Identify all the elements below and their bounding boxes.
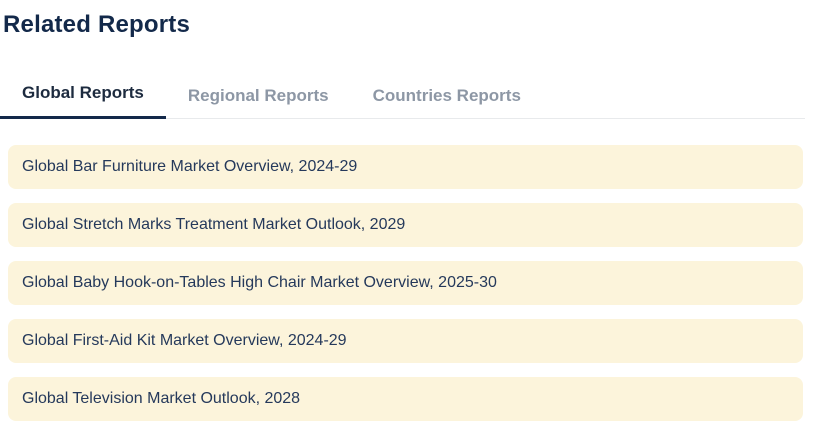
report-link-bar-furniture[interactable]: Global Bar Furniture Market Overview, 20… [8,145,803,189]
tab-global-reports[interactable]: Global Reports [0,71,166,119]
reports-tab-bar: Global Reports Regional Reports Countrie… [0,71,805,119]
report-link-stretch-marks-treatment[interactable]: Global Stretch Marks Treatment Market Ou… [8,203,803,247]
report-link-television[interactable]: Global Television Market Outlook, 2028 [8,377,803,421]
related-reports-section: Related Reports Global Reports Regional … [0,11,820,427]
report-link-baby-hook-on-tables-high-chair[interactable]: Global Baby Hook-on-Tables High Chair Ma… [8,261,803,305]
report-list: Global Bar Furniture Market Overview, 20… [8,145,820,421]
tab-regional-reports[interactable]: Regional Reports [187,86,329,105]
section-title: Related Reports [3,11,191,38]
report-link-first-aid-kit[interactable]: Global First-Aid Kit Market Overview, 20… [8,319,803,363]
tab-countries-reports[interactable]: Countries Reports [372,86,521,105]
